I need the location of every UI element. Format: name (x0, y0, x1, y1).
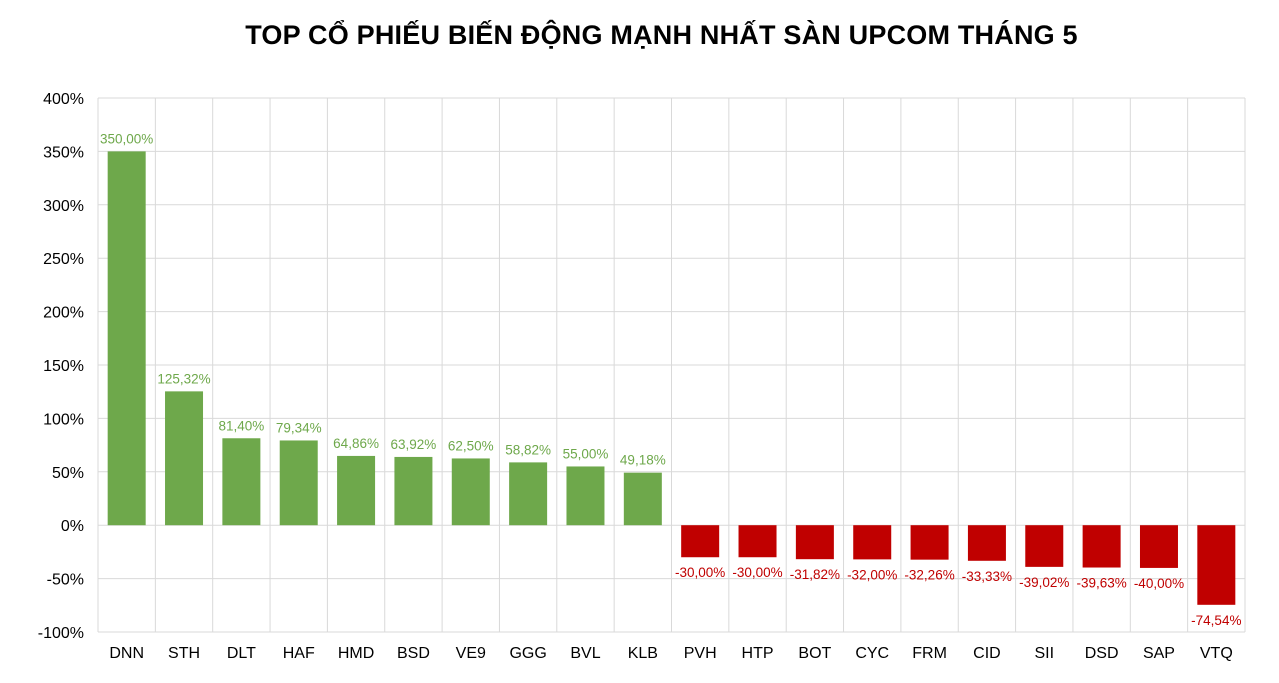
bar-dlt (222, 438, 261, 526)
x-tick-label: HAF (283, 645, 315, 662)
bar-dsd (1082, 525, 1121, 568)
data-label: 64,86% (333, 436, 379, 451)
data-labels: 350,00% 125,32% 81,40% 79,34% 64,86% 63,92% 62… (100, 131, 1241, 627)
data-label: -32,00% (847, 567, 897, 582)
y-tick-label: 250% (43, 251, 84, 268)
y-tick-label: 100% (43, 411, 84, 428)
y-tick-label: 200% (43, 305, 84, 322)
x-tick-label: SII (1034, 645, 1054, 662)
x-tick-label: SAP (1143, 645, 1175, 662)
data-label: -40,00% (1134, 576, 1184, 591)
chart-title: TOP CỔ PHIẾU BIẾN ĐỘNG MẠNH NHẤT SÀN UPC… (245, 20, 1078, 50)
x-tick-label: HMD (338, 645, 374, 662)
bar-pvh (681, 525, 720, 558)
y-tick-label: -100% (38, 625, 84, 642)
bar-dnn (107, 151, 146, 526)
x-tick-label: BOT (798, 645, 831, 662)
data-label: -32,26% (904, 568, 954, 583)
y-tick-label: 400% (43, 91, 84, 108)
bar-bsd (394, 456, 433, 526)
bar-cyc (853, 525, 892, 560)
x-tick-label: BSD (397, 645, 430, 662)
data-label: -30,00% (675, 565, 725, 580)
x-tick-label: GGG (509, 645, 546, 662)
y-axis-tick-labels: 400% 350% 300% 250% 200% 150% 100% 50% 0% -50% -10… (38, 91, 84, 642)
bar-ggg (509, 462, 548, 526)
x-axis-tick-labels: DNN STH DLT HAF HMD BSD VE9 GGG BVL KLB PVH HTP BOT C… (109, 645, 1232, 662)
data-label: 49,18% (620, 453, 666, 468)
data-label: -39,02% (1019, 575, 1069, 590)
data-label: -74,54% (1191, 613, 1241, 628)
bar-sth (165, 391, 204, 526)
bar-bot (795, 525, 834, 560)
bar-klb (623, 472, 662, 526)
bar-ve9 (451, 458, 490, 526)
data-label: -33,33% (962, 569, 1012, 584)
data-label: 81,40% (218, 418, 264, 433)
data-label: 63,92% (391, 437, 437, 452)
bar-htp (738, 525, 777, 558)
bar-frm (910, 525, 949, 560)
x-tick-label: STH (168, 645, 200, 662)
y-tick-label: 300% (43, 198, 84, 215)
x-tick-label: DNN (109, 645, 144, 662)
data-label: 79,34% (276, 420, 322, 435)
data-label: 125,32% (157, 371, 210, 386)
x-tick-label: HTP (742, 645, 774, 662)
x-tick-label: FRM (912, 645, 947, 662)
bar-cid (967, 525, 1006, 561)
x-tick-label: VE9 (456, 645, 486, 662)
bar-vtq (1197, 525, 1236, 605)
data-label: 58,82% (505, 442, 551, 457)
bar-haf (279, 440, 318, 526)
x-tick-label: BVL (570, 645, 600, 662)
x-tick-label: CID (973, 645, 1001, 662)
x-tick-label: DLT (227, 645, 256, 662)
data-label: 62,50% (448, 438, 494, 453)
data-label: 55,00% (563, 446, 609, 461)
y-tick-label: 350% (43, 144, 84, 161)
grid-lines (97, 97, 1246, 633)
y-tick-label: 50% (52, 465, 84, 482)
data-label: -31,82% (790, 567, 840, 582)
data-label: 350,00% (100, 131, 153, 146)
bar-sii (1025, 525, 1064, 567)
x-tick-label: KLB (628, 645, 658, 662)
x-tick-label: CYC (855, 645, 889, 662)
data-label: -39,63% (1076, 576, 1126, 591)
bar-bvl (566, 466, 605, 526)
x-tick-label: DSD (1085, 645, 1119, 662)
y-tick-label: 150% (43, 358, 84, 375)
y-tick-label: 0% (61, 518, 84, 535)
bar-sap (1139, 525, 1178, 568)
x-tick-label: PVH (684, 645, 717, 662)
y-tick-label: -50% (47, 572, 84, 589)
bar-hmd (337, 455, 376, 526)
x-tick-label: VTQ (1200, 645, 1233, 662)
data-label: -30,00% (732, 565, 782, 580)
bars (107, 151, 1236, 605)
